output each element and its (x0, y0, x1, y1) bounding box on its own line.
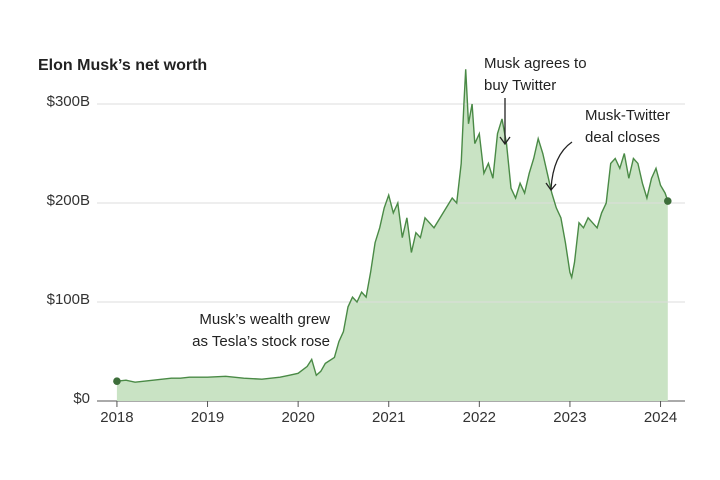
y-tick-label: $0 (73, 390, 90, 407)
annotation-arrow (545, 141, 573, 192)
x-tick-label: 2018 (100, 409, 133, 426)
annotation: Musk agrees to (484, 55, 587, 72)
x-tick-label: 2019 (191, 409, 224, 426)
annotation: Musk-Twitter (585, 107, 670, 124)
x-tick-label: 2020 (281, 409, 314, 426)
x-tick-label: 2023 (553, 409, 586, 426)
annotation: as Tesla’s stock rose (192, 333, 330, 350)
end-point (113, 377, 121, 386)
area (116, 69, 668, 402)
y-tick-label: $200B (47, 192, 90, 209)
x-tick-label: 2022 (463, 409, 496, 426)
y-tick-label: $300B (47, 93, 90, 110)
plot: $0 $100B $200B $300B 2018 2019 2020 2021 2022 202… (47, 69, 685, 426)
annotation: buy Twitter (484, 77, 556, 94)
annotation-arrow (499, 98, 511, 146)
annotation: deal closes (585, 129, 660, 146)
x-tick-label: 2024 (644, 409, 677, 426)
y-tick-label: $100B (47, 291, 90, 308)
chart-title: Elon Musk’s net worth (38, 57, 207, 74)
x-tick-label: 2021 (372, 409, 405, 426)
line (116, 69, 669, 383)
annotation: Musk’s wealth grew (199, 311, 330, 328)
end-point (663, 197, 672, 205)
